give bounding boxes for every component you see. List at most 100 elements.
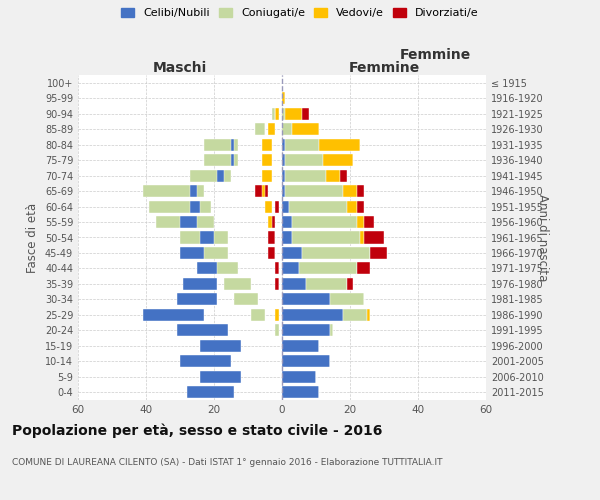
Bar xyxy=(176,324,227,336)
Bar xyxy=(187,386,235,398)
Bar xyxy=(272,108,275,120)
Bar xyxy=(282,123,292,135)
Bar xyxy=(200,232,214,243)
Bar xyxy=(286,138,319,150)
Bar xyxy=(255,123,265,135)
Bar xyxy=(282,200,289,212)
Bar xyxy=(262,170,272,181)
Bar xyxy=(200,340,241,352)
Bar xyxy=(282,138,286,150)
Bar xyxy=(224,278,251,290)
Bar xyxy=(292,216,357,228)
Bar xyxy=(268,232,275,243)
Bar xyxy=(282,232,292,243)
Bar xyxy=(204,154,238,166)
Bar xyxy=(262,154,272,166)
Bar xyxy=(149,200,211,212)
Bar xyxy=(364,232,384,243)
Text: Femmine: Femmine xyxy=(400,48,470,62)
Bar xyxy=(282,247,302,259)
Bar xyxy=(329,324,333,336)
Bar xyxy=(282,185,286,197)
Legend: Celibi/Nubili, Coniugati/e, Vedovi/e, Divorziati/e: Celibi/Nubili, Coniugati/e, Vedovi/e, Di… xyxy=(119,6,481,20)
Bar xyxy=(180,356,231,368)
Bar xyxy=(268,216,275,228)
Bar xyxy=(190,170,231,181)
Bar xyxy=(347,278,353,290)
Bar xyxy=(282,386,319,398)
Bar xyxy=(282,356,329,368)
Y-axis label: Anni di nascita: Anni di nascita xyxy=(536,194,549,281)
Bar xyxy=(364,216,374,228)
Bar xyxy=(326,170,340,181)
Bar xyxy=(282,340,319,352)
Bar xyxy=(282,324,329,336)
Bar xyxy=(282,154,286,166)
Bar xyxy=(262,185,265,197)
Text: Femmine: Femmine xyxy=(349,61,419,75)
Bar xyxy=(190,200,200,212)
Bar xyxy=(282,278,306,290)
Bar xyxy=(292,123,319,135)
Bar xyxy=(275,309,278,321)
Bar xyxy=(357,200,364,212)
Bar xyxy=(275,262,278,274)
Bar xyxy=(275,200,278,212)
Y-axis label: Fasce di età: Fasce di età xyxy=(26,202,39,272)
Bar xyxy=(289,200,347,212)
Bar xyxy=(340,170,347,181)
Bar xyxy=(275,278,278,290)
Bar xyxy=(370,247,388,259)
Bar xyxy=(143,309,204,321)
Bar xyxy=(204,138,238,150)
Bar xyxy=(282,262,299,274)
Bar xyxy=(265,200,272,212)
Bar xyxy=(286,154,323,166)
Bar xyxy=(282,92,286,104)
Bar xyxy=(275,324,278,336)
Bar xyxy=(197,262,238,274)
Bar xyxy=(156,216,214,228)
Bar xyxy=(268,123,275,135)
Bar xyxy=(184,278,217,290)
Bar xyxy=(302,247,370,259)
Bar xyxy=(329,294,364,306)
Bar xyxy=(292,232,360,243)
Bar xyxy=(180,247,204,259)
Bar xyxy=(268,216,272,228)
Bar xyxy=(282,108,286,120)
Bar xyxy=(343,309,367,321)
Bar xyxy=(282,170,286,181)
Bar xyxy=(180,232,227,243)
Bar xyxy=(197,262,217,274)
Bar xyxy=(231,138,235,150)
Bar xyxy=(357,216,364,228)
Bar xyxy=(251,309,265,321)
Bar xyxy=(357,185,364,197)
Bar xyxy=(282,216,292,228)
Bar xyxy=(235,294,258,306)
Bar xyxy=(282,294,329,306)
Bar xyxy=(299,262,357,274)
Bar xyxy=(180,247,227,259)
Bar xyxy=(286,185,343,197)
Bar xyxy=(176,294,217,306)
Bar xyxy=(306,278,347,290)
Bar xyxy=(286,108,302,120)
Bar xyxy=(323,154,353,166)
Bar xyxy=(282,371,316,383)
Bar xyxy=(143,185,204,197)
Bar xyxy=(357,262,370,274)
Bar xyxy=(282,309,343,321)
Bar xyxy=(286,170,326,181)
Bar xyxy=(268,247,275,259)
Bar xyxy=(200,371,241,383)
Text: COMUNE DI LAUREANA CILENTO (SA) - Dati ISTAT 1° gennaio 2016 - Elaborazione TUTT: COMUNE DI LAUREANA CILENTO (SA) - Dati I… xyxy=(12,458,443,467)
Bar xyxy=(347,200,357,212)
Bar xyxy=(367,309,370,321)
Bar xyxy=(319,138,360,150)
Text: Maschi: Maschi xyxy=(153,61,207,75)
Bar xyxy=(262,138,272,150)
Bar xyxy=(360,232,364,243)
Bar xyxy=(343,185,357,197)
